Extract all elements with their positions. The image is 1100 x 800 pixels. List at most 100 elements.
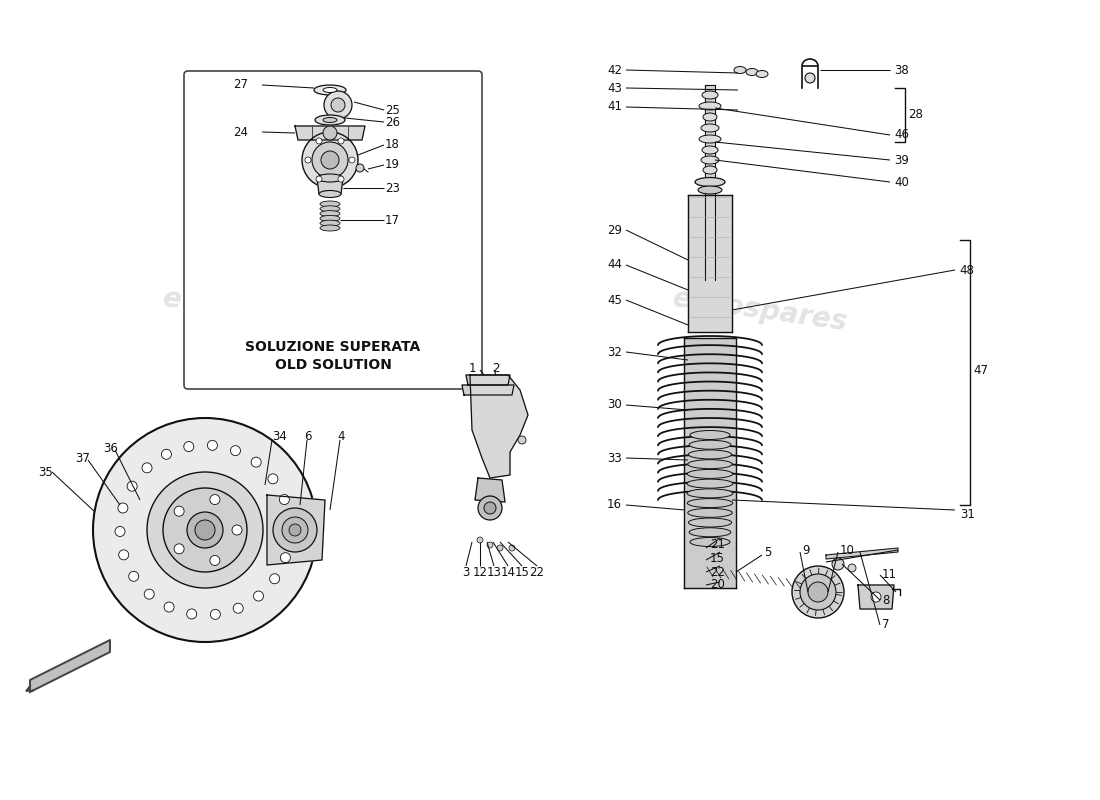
Ellipse shape xyxy=(320,210,340,217)
Text: 40: 40 xyxy=(894,175,909,189)
Circle shape xyxy=(285,530,295,539)
Text: 8: 8 xyxy=(882,594,890,606)
Circle shape xyxy=(349,157,355,163)
Polygon shape xyxy=(267,495,324,565)
Circle shape xyxy=(280,553,290,562)
Text: 45: 45 xyxy=(607,294,621,306)
Polygon shape xyxy=(317,178,343,194)
Ellipse shape xyxy=(703,113,717,121)
Ellipse shape xyxy=(320,225,340,231)
Polygon shape xyxy=(30,640,110,692)
Ellipse shape xyxy=(703,166,717,174)
Ellipse shape xyxy=(690,528,730,537)
Ellipse shape xyxy=(756,70,768,78)
Polygon shape xyxy=(858,585,894,609)
Ellipse shape xyxy=(320,201,340,207)
Text: 26: 26 xyxy=(385,115,400,129)
Circle shape xyxy=(321,151,339,169)
Text: 44: 44 xyxy=(607,258,621,271)
Circle shape xyxy=(316,176,322,182)
Polygon shape xyxy=(295,126,365,140)
Text: 9: 9 xyxy=(802,543,810,557)
Circle shape xyxy=(144,589,154,599)
Text: 38: 38 xyxy=(894,63,909,77)
Circle shape xyxy=(282,517,308,543)
Ellipse shape xyxy=(695,178,725,186)
Circle shape xyxy=(273,508,317,552)
Polygon shape xyxy=(466,375,510,385)
Circle shape xyxy=(487,542,493,548)
Text: 37: 37 xyxy=(75,451,90,465)
Ellipse shape xyxy=(698,135,720,143)
Ellipse shape xyxy=(702,146,718,154)
Ellipse shape xyxy=(690,440,730,450)
Circle shape xyxy=(162,450,172,459)
Text: 4: 4 xyxy=(337,430,344,443)
Circle shape xyxy=(338,138,344,144)
Polygon shape xyxy=(826,548,898,559)
Text: OLD SOLUTION: OLD SOLUTION xyxy=(275,358,392,372)
Ellipse shape xyxy=(320,206,340,212)
Polygon shape xyxy=(684,338,736,588)
Circle shape xyxy=(800,574,836,610)
Ellipse shape xyxy=(689,518,732,527)
Polygon shape xyxy=(462,385,514,395)
Text: SOLUZIONE SUPERATA: SOLUZIONE SUPERATA xyxy=(245,340,420,354)
Text: 2: 2 xyxy=(492,362,499,374)
Circle shape xyxy=(509,545,515,551)
Circle shape xyxy=(518,436,526,444)
Circle shape xyxy=(324,91,352,119)
Text: 15: 15 xyxy=(515,566,529,578)
Ellipse shape xyxy=(315,115,345,125)
Circle shape xyxy=(195,520,214,540)
Circle shape xyxy=(289,524,301,536)
Circle shape xyxy=(174,544,184,554)
Circle shape xyxy=(233,603,243,614)
Circle shape xyxy=(316,138,322,144)
Circle shape xyxy=(832,558,844,570)
Text: 13: 13 xyxy=(486,566,502,578)
Circle shape xyxy=(184,442,194,451)
Text: 36: 36 xyxy=(103,442,118,454)
Circle shape xyxy=(356,164,364,172)
Text: 27: 27 xyxy=(233,78,248,91)
Circle shape xyxy=(270,574,279,584)
Text: 39: 39 xyxy=(894,154,909,166)
Circle shape xyxy=(253,591,264,601)
Circle shape xyxy=(174,506,184,516)
Text: 14: 14 xyxy=(500,566,516,578)
Text: 33: 33 xyxy=(607,451,621,465)
Circle shape xyxy=(497,545,503,551)
Ellipse shape xyxy=(702,91,718,99)
Ellipse shape xyxy=(689,450,732,459)
Text: 23: 23 xyxy=(385,182,400,194)
Ellipse shape xyxy=(690,538,730,546)
Text: 24: 24 xyxy=(233,126,248,138)
Text: 25: 25 xyxy=(385,103,400,117)
Text: 15: 15 xyxy=(710,551,725,565)
Text: 22: 22 xyxy=(529,566,544,578)
Ellipse shape xyxy=(701,124,719,132)
Circle shape xyxy=(232,525,242,535)
Ellipse shape xyxy=(320,215,340,222)
Circle shape xyxy=(848,564,856,572)
Circle shape xyxy=(279,494,289,505)
Text: 19: 19 xyxy=(385,158,400,171)
Text: 17: 17 xyxy=(385,214,400,226)
Ellipse shape xyxy=(688,460,733,469)
Text: 16: 16 xyxy=(607,498,621,511)
Ellipse shape xyxy=(688,508,733,518)
Circle shape xyxy=(208,440,218,450)
Circle shape xyxy=(305,157,311,163)
Circle shape xyxy=(338,176,344,182)
Circle shape xyxy=(792,566,844,618)
Circle shape xyxy=(808,582,828,602)
Ellipse shape xyxy=(690,430,730,439)
Circle shape xyxy=(187,512,223,548)
Text: 43: 43 xyxy=(607,82,621,94)
Ellipse shape xyxy=(698,102,720,110)
Text: eurospares: eurospares xyxy=(162,284,339,336)
Text: 34: 34 xyxy=(272,430,287,443)
Ellipse shape xyxy=(323,118,337,122)
Circle shape xyxy=(210,494,220,505)
